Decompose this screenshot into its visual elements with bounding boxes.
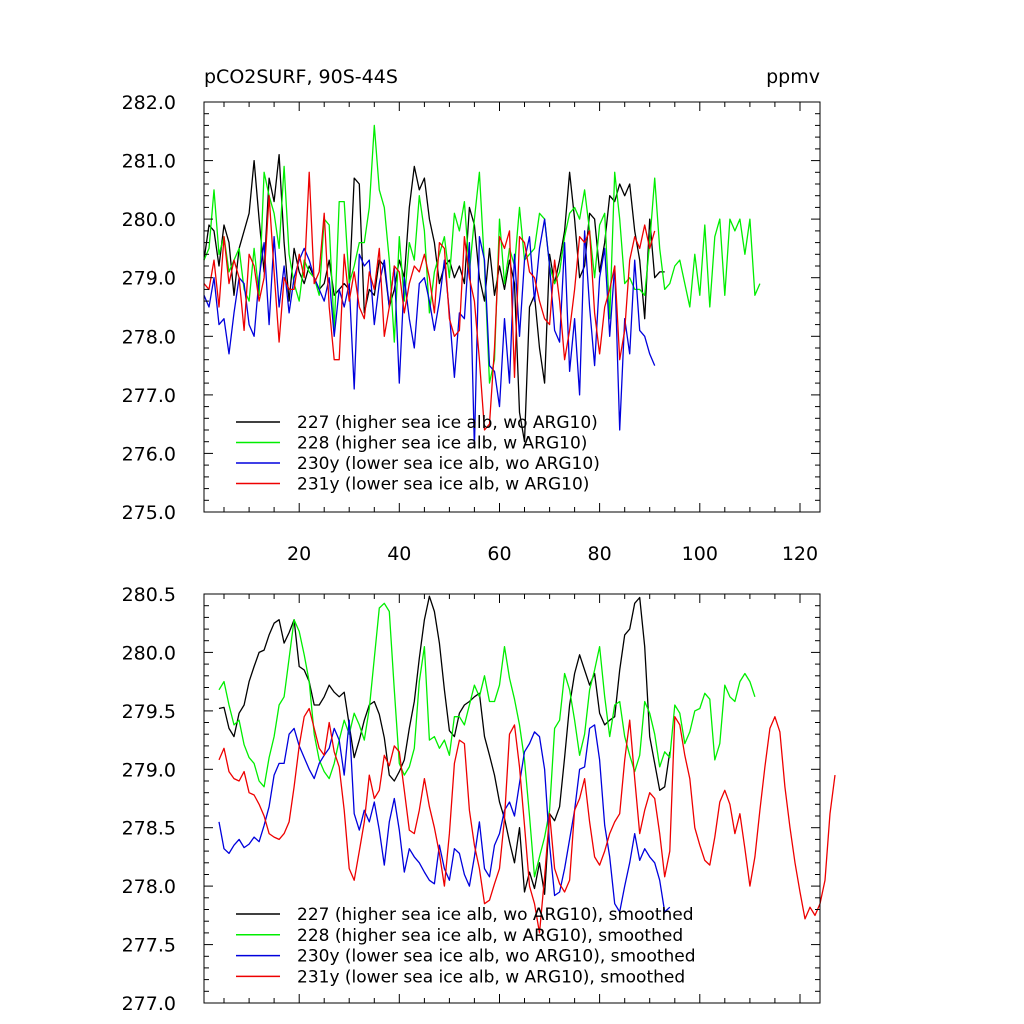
legend-label-1: 227 (higher sea ice alb, wo ARG10) <box>297 413 598 433</box>
x-tick-label: 100 <box>682 543 718 565</box>
series-line-1 <box>203 154 665 443</box>
legend-label-3: 230y (lower sea ice alb, wo ARG10) <box>297 454 600 474</box>
panel-1-frame <box>203 101 821 513</box>
y-tick-label: 275.0 <box>122 502 176 524</box>
y-tick-label: 280.5 <box>122 584 176 606</box>
series-line-2 <box>218 602 756 878</box>
legend-label-4: 231y (lower sea ice alb, w ARG10) <box>297 475 589 495</box>
panel-1-units: ppmv <box>766 66 820 88</box>
panel-2-frame <box>203 593 821 1004</box>
panel-1-top: 275.0 276.0 277.0 278.0 279.0 280.0 281.0 282.0… <box>122 92 821 565</box>
x-tick-label: 40 <box>387 543 411 565</box>
panel-1-series-layer <box>203 124 761 449</box>
legend-label-3: 230y (lower sea ice alb, wo ARG10), smoo… <box>297 947 696 967</box>
series-line-3 <box>203 218 656 449</box>
series-line-4 <box>218 707 836 934</box>
y-tick-label: 277.0 <box>122 993 176 1015</box>
panel-2-legend: 227 (higher sea ice alb, wo ARG10), smoo… <box>236 905 696 987</box>
legend-label-2: 228 (higher sea ice alb, w ARG10), smoot… <box>297 926 683 946</box>
y-tick-label: 281.0 <box>122 151 176 173</box>
legend-label-2: 228 (higher sea ice alb, w ARG10) <box>297 434 587 454</box>
panel-1-ticks: 275.0 276.0 277.0 278.0 279.0 280.0 281.0 282.0… <box>122 92 820 565</box>
y-tick-label: 277.5 <box>122 935 176 957</box>
series-line-2 <box>203 124 761 384</box>
y-tick-label: 278.0 <box>122 326 176 348</box>
x-tick-label: 120 <box>782 543 818 565</box>
panel-2-bottom: 277.0 277.5 278.0 278.5 279.0 279.5 280.0 280.5… <box>122 584 836 1015</box>
y-tick-label: 282.0 <box>122 92 176 114</box>
panel-2-ticks: 277.0 277.5 278.0 278.5 279.0 279.5 280.0 280.5 <box>122 584 820 1015</box>
x-tick-label: 20 <box>287 543 311 565</box>
y-tick-label: 280.0 <box>122 642 176 664</box>
y-tick-label: 277.0 <box>122 385 176 407</box>
legend-label-1: 227 (higher sea ice alb, wo ARG10), smoo… <box>297 905 694 925</box>
y-tick-label: 279.0 <box>122 268 176 290</box>
x-tick-label: 60 <box>487 543 511 565</box>
y-tick-label: 276.0 <box>122 443 176 465</box>
panel-2-series-layer <box>218 595 836 934</box>
panel-1-title: pCO2SURF, 90S-44S <box>204 66 398 88</box>
y-tick-label: 279.5 <box>122 701 176 723</box>
series-line-4 <box>203 171 656 431</box>
y-tick-label: 278.5 <box>122 818 176 840</box>
x-tick-label: 80 <box>588 543 612 565</box>
legend-label-4: 231y (lower sea ice alb, w ARG10), smoot… <box>297 967 685 987</box>
y-tick-label: 280.0 <box>122 209 176 231</box>
y-tick-label: 279.0 <box>122 759 176 781</box>
y-tick-label: 278.0 <box>122 876 176 898</box>
series-line-3 <box>218 719 671 913</box>
panel-1-legend: 227 (higher sea ice alb, wo ARG10)228 (h… <box>236 413 600 495</box>
